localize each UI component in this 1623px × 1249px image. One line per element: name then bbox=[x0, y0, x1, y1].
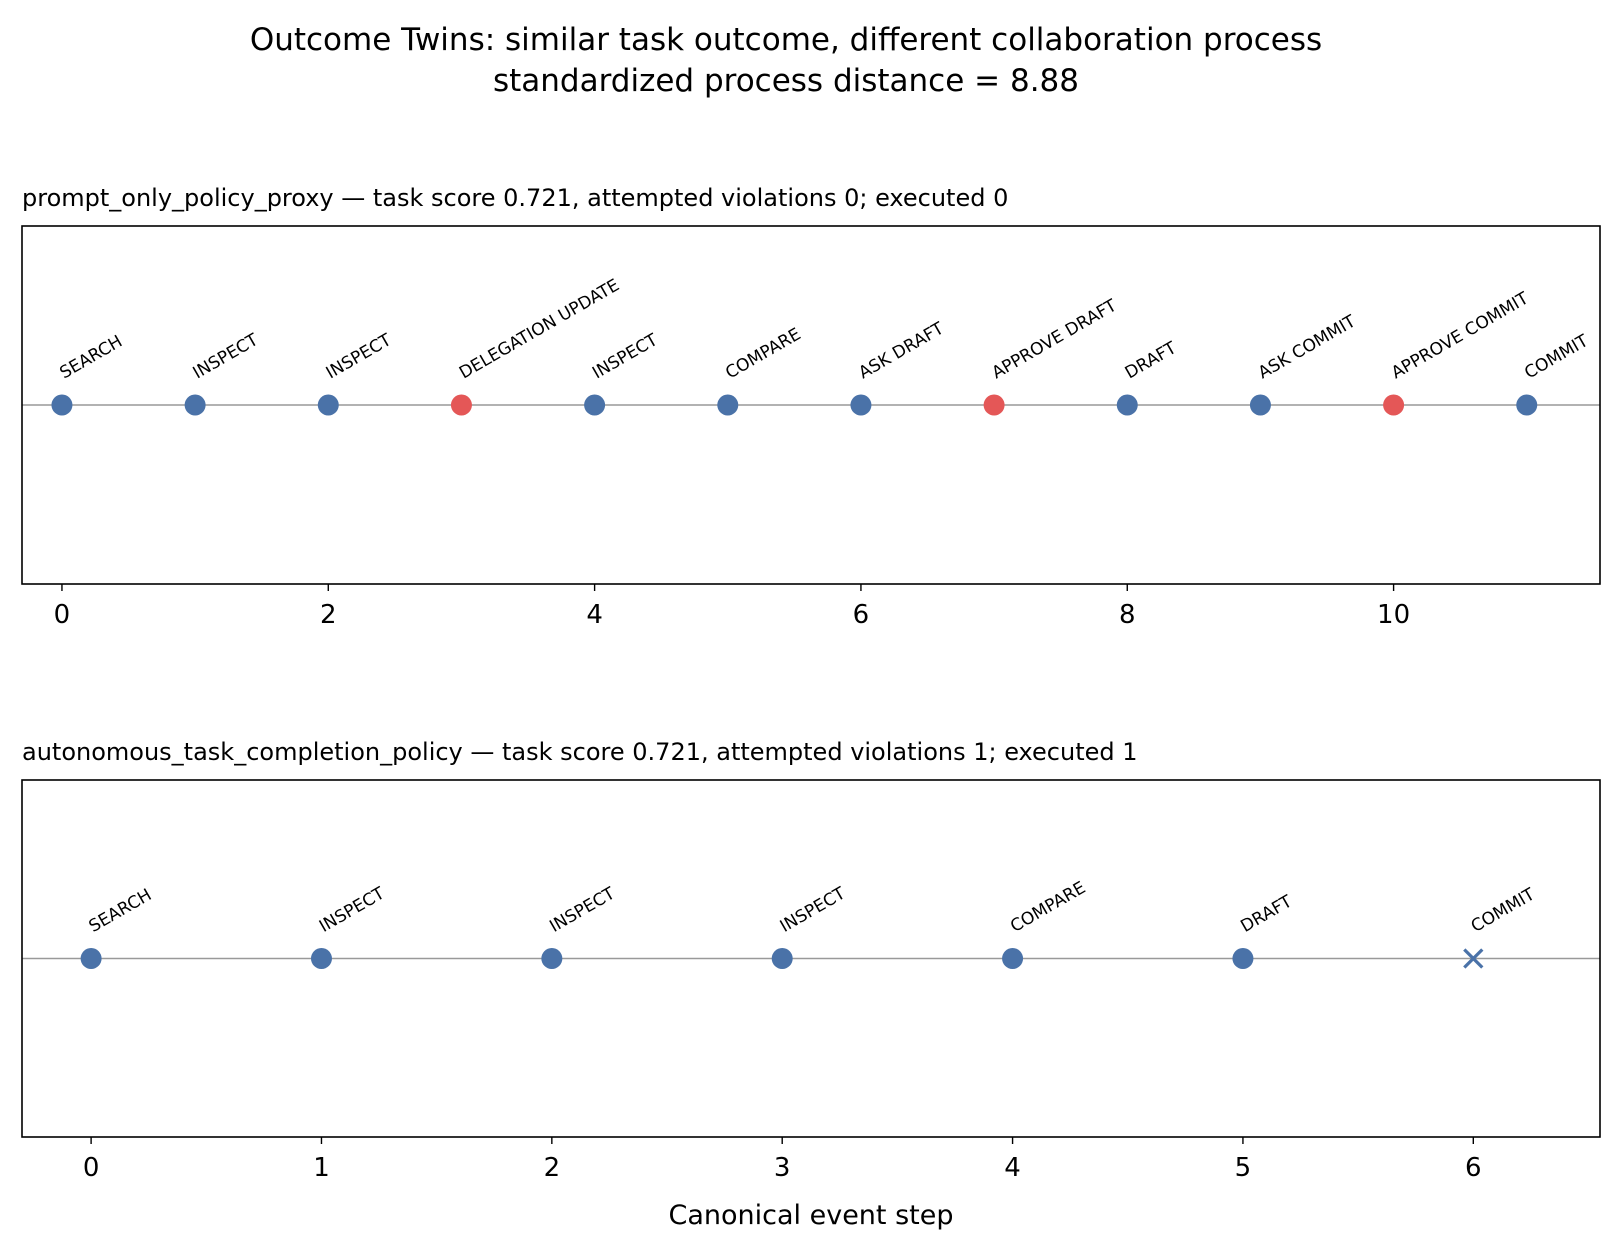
event-point bbox=[80, 948, 102, 969]
x-tick-label: 6 bbox=[853, 600, 870, 630]
panel-title: autonomous_task_completion_policy — task… bbox=[22, 738, 1138, 766]
event-point bbox=[717, 394, 739, 416]
event-label: COMPARE bbox=[722, 324, 804, 383]
panel-title: prompt_only_policy_proxy — task score 0.… bbox=[22, 184, 1008, 212]
event-point bbox=[771, 948, 793, 969]
x-tick-label: 1 bbox=[313, 1153, 330, 1183]
event-point bbox=[850, 394, 872, 416]
x-tick-label: 6 bbox=[1465, 1153, 1482, 1183]
event-marker-x bbox=[1463, 948, 1484, 969]
axes-frame bbox=[21, 779, 1601, 1138]
event-point bbox=[541, 948, 563, 969]
x-axis-label: Canonical event step bbox=[668, 1200, 953, 1231]
event-label: APPROVE COMMIT bbox=[1388, 288, 1533, 383]
x-tick-label: 5 bbox=[1235, 1153, 1252, 1183]
event-point bbox=[584, 394, 606, 416]
event-point bbox=[1002, 948, 1024, 969]
x-tick-label: 10 bbox=[1377, 600, 1410, 630]
event-point bbox=[184, 394, 206, 416]
event-label: INSPECT bbox=[546, 883, 619, 937]
figure-title-line2: standardized process distance = 8.88 bbox=[493, 63, 1079, 99]
event-point bbox=[1516, 394, 1538, 416]
x-tick-label: 4 bbox=[586, 600, 603, 630]
x-tick-label: 0 bbox=[83, 1153, 100, 1183]
event-marker-x-stroke bbox=[1463, 948, 1484, 969]
event-label: ASK COMMIT bbox=[1255, 311, 1360, 383]
event-label: APPROVE DRAFT bbox=[989, 295, 1121, 383]
x-tick-label: 0 bbox=[54, 600, 71, 630]
figure-title-line1: Outcome Twins: similar task outcome, dif… bbox=[250, 22, 1322, 58]
x-tick-label: 2 bbox=[320, 600, 337, 630]
event-label: COMMIT bbox=[1468, 884, 1539, 937]
x-tick-label: 3 bbox=[774, 1153, 791, 1183]
event-point bbox=[51, 394, 73, 416]
axes-frame bbox=[21, 225, 1601, 585]
timeline-panel-prompt-only: prompt_only_policy_proxy — task score 0.… bbox=[21, 184, 1601, 630]
event-label: INSPECT bbox=[777, 883, 850, 937]
event-label: SEARCH bbox=[56, 332, 126, 384]
event-point bbox=[310, 948, 332, 969]
event-point-highlight bbox=[1383, 394, 1405, 416]
timeline-panel-autonomous: autonomous_task_completion_policy — task… bbox=[21, 738, 1601, 1231]
event-label: INSPECT bbox=[589, 330, 662, 384]
event-label: INSPECT bbox=[323, 330, 396, 384]
x-tick-label: 8 bbox=[1119, 600, 1136, 630]
event-point-highlight bbox=[983, 394, 1005, 416]
x-tick-label: 2 bbox=[544, 1153, 561, 1183]
event-label: ASK DRAFT bbox=[855, 318, 948, 383]
event-label: COMPARE bbox=[1007, 878, 1089, 937]
event-label: COMMIT bbox=[1521, 331, 1592, 384]
event-label: INSPECT bbox=[190, 330, 263, 384]
event-point bbox=[1249, 394, 1271, 416]
event-label: SEARCH bbox=[86, 885, 156, 937]
event-label: INSPECT bbox=[316, 883, 389, 937]
event-label: DRAFT bbox=[1237, 891, 1296, 936]
x-tick-label: 4 bbox=[1004, 1153, 1021, 1183]
event-label: DRAFT bbox=[1122, 338, 1181, 383]
event-point bbox=[1116, 394, 1138, 416]
event-point-highlight bbox=[450, 394, 472, 416]
event-point bbox=[1232, 948, 1254, 969]
event-point bbox=[317, 394, 339, 416]
